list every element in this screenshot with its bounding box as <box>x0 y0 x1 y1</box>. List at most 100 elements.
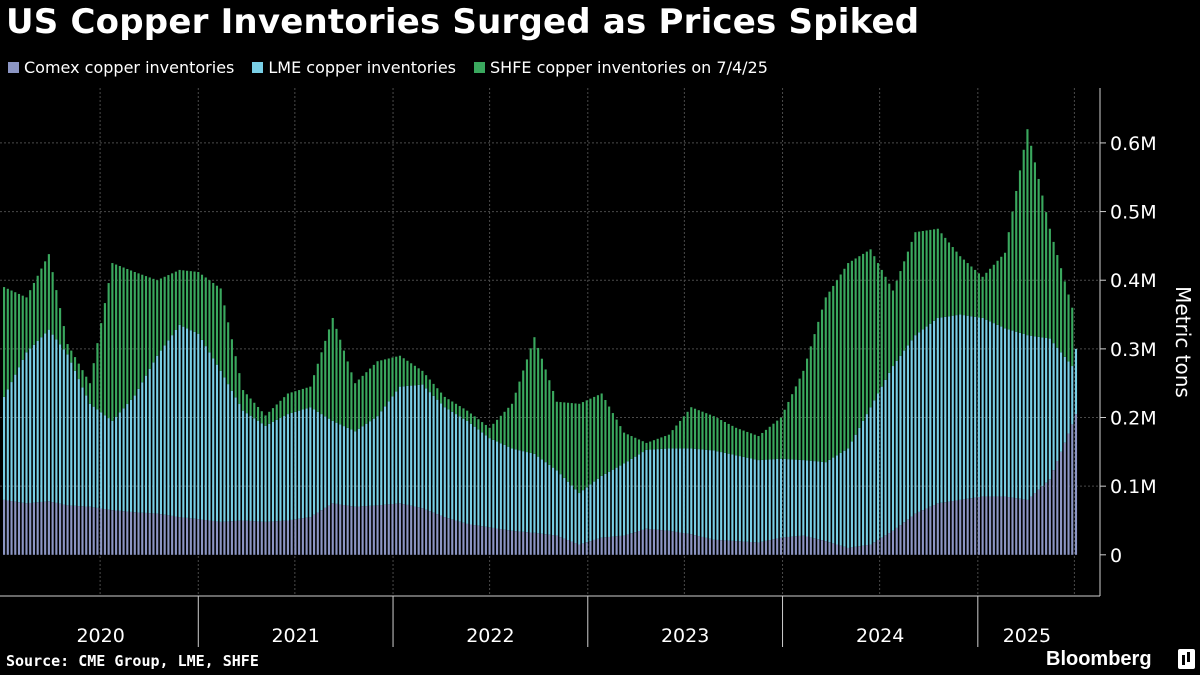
bar-shfe <box>906 251 909 346</box>
bar-shfe <box>1015 190 1018 332</box>
bar-comex <box>787 536 790 555</box>
bar-comex <box>372 505 375 555</box>
bar-lme <box>921 329 924 511</box>
bar-comex <box>641 529 644 555</box>
bar-shfe <box>1003 252 1007 329</box>
bar-shfe <box>115 264 118 417</box>
bar-shfe <box>507 407 510 447</box>
bar-lme <box>327 418 331 506</box>
bar-shfe <box>387 358 390 402</box>
bar-shfe <box>320 352 323 415</box>
bar-lme <box>630 458 633 534</box>
bar-lme <box>749 458 753 542</box>
bar-lme <box>637 454 641 532</box>
bar-comex <box>835 544 839 555</box>
bar-comex <box>566 540 570 555</box>
bar-comex <box>992 496 995 555</box>
bar-shfe <box>350 372 353 430</box>
bar-lme <box>832 457 835 544</box>
bar-shfe <box>533 337 536 454</box>
bar-comex <box>936 503 939 555</box>
bar-comex <box>458 521 461 555</box>
bar-lme <box>929 323 932 507</box>
bar-comex <box>301 518 304 555</box>
bar-comex <box>738 541 741 555</box>
bar-comex <box>1030 496 1033 555</box>
bar-shfe <box>723 421 726 453</box>
bar-shfe <box>862 253 865 421</box>
bar-lme <box>884 379 887 536</box>
bar-comex <box>59 503 62 555</box>
bar-lme <box>167 340 170 516</box>
bar-shfe <box>1067 294 1070 362</box>
bar-shfe <box>10 290 13 383</box>
bar-comex <box>122 511 125 555</box>
bar-comex <box>279 520 282 555</box>
bar-comex <box>712 539 715 555</box>
bar-comex <box>697 536 700 555</box>
y-tick-label: 0.2M <box>1110 408 1157 430</box>
bar-lme <box>563 477 566 539</box>
bar-lme <box>324 416 327 508</box>
bar-comex <box>985 496 988 555</box>
bar-shfe <box>735 427 738 456</box>
bar-comex <box>779 537 783 555</box>
bar-comex <box>462 522 465 555</box>
bar-lme <box>66 354 69 506</box>
bar-shfe <box>152 278 155 363</box>
bar-lme <box>62 349 65 505</box>
bar-lme <box>589 484 592 542</box>
bar-lme <box>350 429 353 507</box>
bar-shfe <box>716 418 719 452</box>
bar-lme <box>59 344 62 504</box>
bar-lme <box>869 407 872 545</box>
bar-lme <box>354 431 357 507</box>
bar-lme <box>391 396 394 505</box>
bar-lme <box>735 455 738 542</box>
bar-comex <box>32 502 36 555</box>
bar-lme <box>716 451 719 540</box>
bar-comex <box>369 505 372 555</box>
bar-lme <box>839 452 842 546</box>
y-tick-label: 0 <box>1110 545 1122 567</box>
bar-lme <box>268 423 271 522</box>
bar-lme <box>619 465 622 536</box>
bar-shfe <box>731 425 734 455</box>
bar-shfe <box>529 348 532 453</box>
bar-lme <box>1026 335 1029 500</box>
bar-shfe <box>791 394 794 460</box>
bar-lme <box>507 446 510 531</box>
bar-comex <box>596 538 599 555</box>
legend-swatch-comex <box>8 62 19 73</box>
bar-comex <box>313 514 316 555</box>
bar-comex <box>903 522 906 555</box>
bar-shfe <box>929 229 932 324</box>
bar-lme <box>1074 348 1078 415</box>
bar-lme <box>865 414 868 546</box>
bar-comex <box>623 535 626 555</box>
bar-lme <box>421 384 424 509</box>
bar-shfe <box>600 393 603 476</box>
bar-comex <box>708 538 712 555</box>
bar-shfe <box>249 398 252 416</box>
bar-shfe <box>59 308 62 345</box>
bar-lme <box>947 316 951 502</box>
bar-lme <box>410 385 413 506</box>
bar-shfe <box>96 343 99 410</box>
bar-lme <box>96 409 99 508</box>
bar-shfe <box>496 419 499 442</box>
bar-comex <box>10 501 13 555</box>
bar-lme <box>645 449 648 529</box>
bar-comex <box>484 526 487 555</box>
bar-comex <box>29 502 32 555</box>
bar-comex <box>163 514 166 555</box>
x-tick-label: 2024 <box>856 625 904 647</box>
bar-lme <box>559 474 562 538</box>
bar-lme <box>380 411 383 506</box>
bar-lme <box>989 321 992 497</box>
bar-comex <box>914 513 917 555</box>
legend-label-shfe: SHFE copper inventories on 7/4/25 <box>490 58 768 77</box>
bar-lme <box>81 387 84 507</box>
bar-shfe <box>365 372 368 424</box>
bar-lme <box>974 316 977 498</box>
